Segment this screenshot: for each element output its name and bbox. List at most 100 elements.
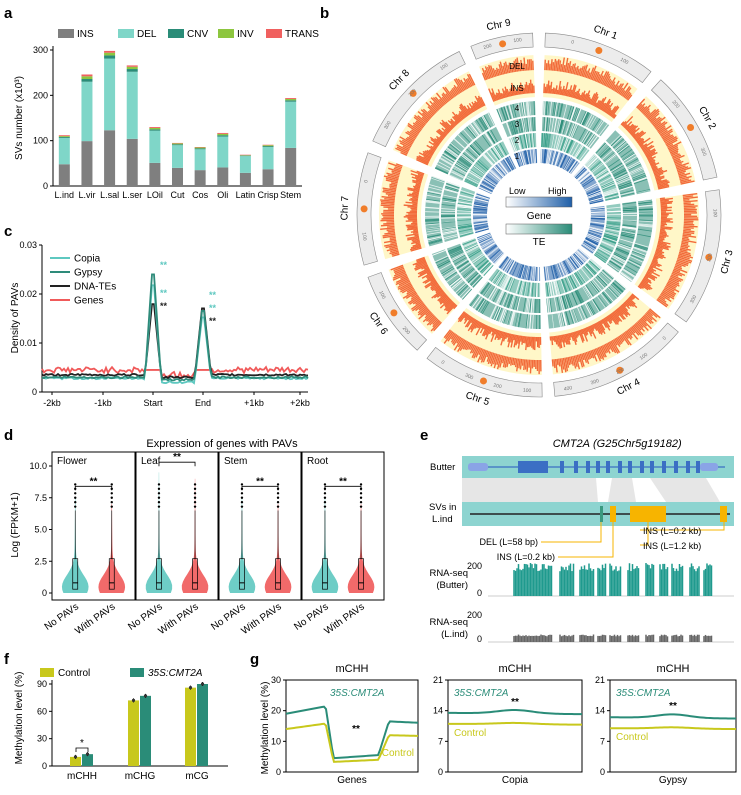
density-stripe — [572, 107, 579, 122]
density-stripe — [510, 295, 516, 309]
density-stripe — [499, 142, 507, 156]
ins-bar — [458, 106, 468, 118]
density-stripe — [592, 299, 601, 312]
density-stripe — [590, 223, 605, 227]
bar-cnv — [217, 135, 229, 137]
significance-stars: ** — [160, 288, 168, 298]
del-bar — [587, 351, 592, 360]
density-stripe — [425, 222, 440, 225]
del-bar — [659, 293, 672, 303]
density-stripe — [490, 148, 500, 161]
del-bar — [601, 71, 610, 85]
del-bar — [400, 274, 408, 280]
ins-bar — [439, 298, 451, 309]
del-bar — [462, 340, 469, 350]
density-stripe — [473, 221, 488, 225]
del-bar — [523, 359, 526, 371]
density-stripe — [598, 247, 611, 256]
outlier — [110, 492, 113, 495]
density-stripe — [638, 220, 653, 223]
density-stripe — [574, 166, 585, 178]
ins-bar — [592, 323, 598, 332]
outlier — [240, 505, 244, 508]
density-stripe — [548, 133, 551, 148]
density-stripe — [614, 172, 628, 179]
density-stripe — [473, 222, 488, 226]
outlier — [323, 500, 327, 504]
ins-bar — [445, 121, 454, 130]
del-bar — [382, 190, 396, 195]
density-stripe — [550, 150, 555, 165]
density-stripe — [491, 169, 502, 180]
density-stripe — [634, 242, 649, 248]
density-stripe — [520, 281, 525, 296]
density-stripe — [586, 187, 600, 195]
sv-label: INS (L=1.2 kb) — [643, 541, 701, 551]
density-stripe — [488, 286, 497, 300]
ins-bar — [491, 92, 496, 102]
del-bar — [624, 91, 631, 99]
del-bar — [516, 57, 520, 72]
ins-bar — [419, 268, 431, 276]
density-stripe — [565, 311, 571, 325]
density-stripe — [569, 275, 577, 289]
ins-bar — [483, 324, 487, 330]
density-stripe — [529, 298, 532, 313]
centromere-dot — [499, 40, 507, 48]
ins-bar — [549, 81, 553, 94]
del-bar — [622, 332, 632, 346]
facet-frame — [447, 679, 583, 773]
density-stripe — [620, 191, 635, 196]
del-bar — [392, 273, 407, 281]
density-stripe — [446, 181, 461, 188]
density-stripe — [496, 108, 503, 123]
density-stripe — [566, 122, 573, 136]
del-bar — [670, 274, 684, 281]
density-stripe — [637, 228, 652, 232]
density-stripe — [600, 271, 612, 282]
density-stripe — [506, 294, 512, 308]
ins-bar — [450, 118, 457, 126]
density-stripe — [441, 226, 456, 230]
ins-bar — [421, 272, 433, 279]
density-stripe — [561, 278, 567, 293]
ins-bar — [454, 120, 458, 125]
del-bar — [521, 359, 524, 366]
ins-bar — [485, 326, 492, 340]
density-stripe — [442, 153, 455, 163]
ins-bar — [620, 121, 625, 126]
density-stripe — [606, 222, 621, 225]
density-stripe — [588, 229, 603, 235]
del-bar — [419, 308, 429, 316]
del-bar — [479, 349, 486, 360]
del-bar — [395, 277, 409, 286]
density-stripe — [466, 246, 479, 254]
density-stripe — [549, 298, 553, 313]
del-bar — [380, 224, 395, 227]
density-stripe — [473, 205, 488, 209]
bar-del — [217, 136, 229, 168]
ins-bar — [660, 227, 672, 230]
density-stripe — [478, 118, 487, 131]
density-stripe — [612, 255, 626, 263]
chromosome-tick: 400 — [563, 385, 572, 392]
density-stripe — [622, 205, 637, 208]
density-stripe — [559, 136, 565, 151]
ins-bar — [451, 111, 462, 123]
del-bar — [465, 78, 472, 88]
density-stripe — [492, 289, 501, 302]
ins-bar — [646, 271, 658, 279]
density-stripe — [473, 223, 488, 227]
density-stripe — [590, 258, 602, 269]
ins-bar — [430, 148, 435, 153]
del-bar — [392, 271, 407, 279]
density-stripe — [521, 265, 526, 279]
del-bar — [569, 65, 573, 74]
density-stripe — [583, 265, 594, 278]
ins-bar — [591, 324, 595, 330]
ins-bar — [422, 275, 434, 284]
bar-inv — [194, 147, 206, 149]
ins-bar — [463, 315, 471, 325]
del-bar — [502, 356, 507, 368]
density-stripe — [504, 158, 513, 171]
